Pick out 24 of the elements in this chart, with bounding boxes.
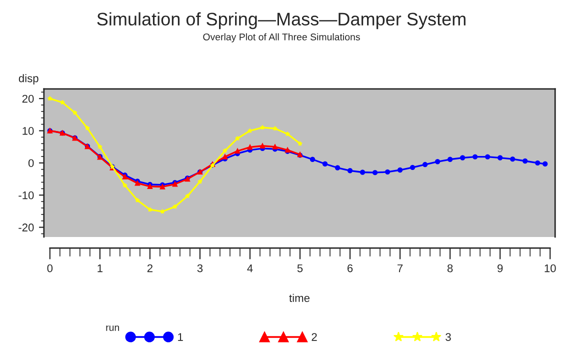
y-tick-label: 20 [22, 94, 34, 103]
y-tick-label: 10 [22, 127, 34, 135]
legend-title: run [106, 326, 119, 331]
x-tick-label: 4 [247, 264, 253, 272]
x-tick-label: 1 [98, 264, 102, 272]
x-tick-label: 3 [197, 264, 203, 272]
x-tick-label: 0 [47, 264, 53, 272]
chart-title: Simulation of Spring—Mass—Damper System [97, 12, 466, 30]
x-tick-label: 10 [544, 264, 556, 272]
y-axis-title: disp [18, 74, 38, 84]
y-tick-label: 0 [28, 159, 34, 168]
x-tick-label: 5 [297, 264, 303, 272]
legend-label: 2 [312, 333, 317, 341]
legend-label: 3 [446, 333, 451, 341]
x-tick-label: 7 [398, 264, 403, 272]
x-tick-label: 9 [498, 264, 503, 272]
y-tick-label: -10 [18, 191, 34, 200]
chart-subtitle: Overlay Plot of All Three Simulations [203, 33, 360, 42]
y-tick-label: -20 [18, 224, 34, 232]
x-tick-label: 6 [348, 264, 353, 272]
x-axis-title: time [289, 294, 310, 302]
x-tick-label: 2 [147, 264, 152, 272]
legend-label: 1 [178, 333, 183, 341]
x-tick-label: 8 [447, 264, 453, 272]
